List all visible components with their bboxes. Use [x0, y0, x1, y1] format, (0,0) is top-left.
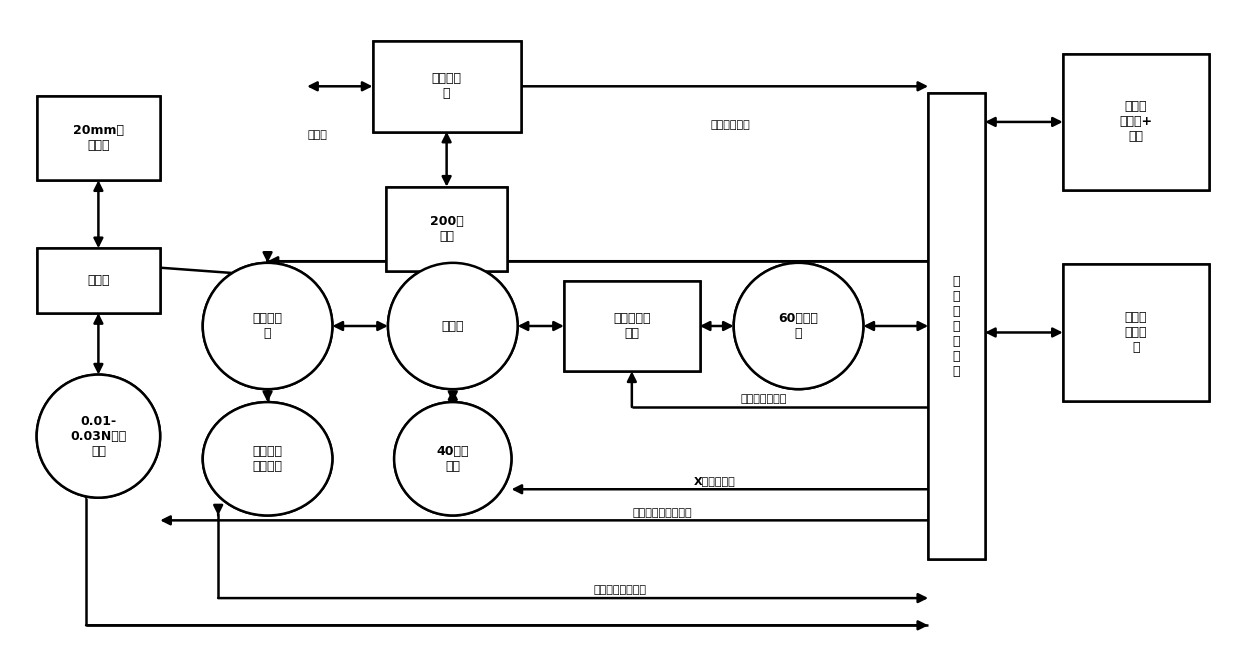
Text: 60同步电
机: 60同步电 机 [778, 312, 819, 340]
FancyBboxPatch shape [37, 96, 160, 180]
Text: 无人机
飞控状
态: 无人机 飞控状 态 [1125, 311, 1147, 354]
Text: 张力传感
器: 张力传感 器 [431, 72, 462, 100]
Text: 放线盘: 放线盘 [441, 319, 465, 333]
FancyBboxPatch shape [564, 280, 700, 372]
Text: 200米
线缆: 200米 线缆 [430, 215, 463, 243]
Ellipse shape [388, 263, 518, 389]
Text: 阻尼器力矩控制信号: 阻尼器力矩控制信号 [633, 507, 693, 518]
FancyBboxPatch shape [387, 186, 507, 271]
Ellipse shape [394, 402, 512, 516]
Ellipse shape [394, 402, 512, 516]
Text: 变速箱: 变速箱 [87, 274, 109, 287]
Ellipse shape [37, 375, 160, 497]
Ellipse shape [203, 402, 332, 516]
Text: 0.01-
0.03N直流
阻尼: 0.01- 0.03N直流 阻尼 [71, 415, 126, 458]
Text: 200米
线缆: 200米 线缆 [430, 215, 463, 243]
Ellipse shape [203, 263, 332, 389]
Text: 光电传感
器: 光电传感 器 [253, 312, 282, 340]
FancyBboxPatch shape [1063, 54, 1208, 190]
Text: 无人机
气压计+
激光: 无人机 气压计+ 激光 [1119, 100, 1152, 143]
FancyBboxPatch shape [1063, 54, 1208, 190]
Text: 张力传感
器: 张力传感 器 [431, 72, 462, 100]
FancyBboxPatch shape [373, 41, 520, 132]
Text: 20mm单
向轴承: 20mm单 向轴承 [73, 124, 124, 152]
FancyBboxPatch shape [564, 280, 700, 372]
Ellipse shape [37, 375, 160, 497]
Text: 40同步
电机: 40同步 电机 [436, 445, 470, 473]
FancyBboxPatch shape [928, 93, 985, 559]
FancyBboxPatch shape [928, 93, 985, 559]
Text: 左右限位光电开关: 左右限位光电开关 [593, 585, 646, 595]
FancyBboxPatch shape [1063, 265, 1208, 400]
Text: 无人机
气压计+
激光: 无人机 气压计+ 激光 [1119, 100, 1152, 143]
Text: 左右位置
光传感器: 左右位置 光传感器 [253, 445, 282, 473]
Text: 左右位置
光传感器: 左右位置 光传感器 [253, 445, 282, 473]
FancyBboxPatch shape [37, 248, 160, 313]
FancyBboxPatch shape [387, 186, 507, 271]
Ellipse shape [733, 263, 864, 389]
Text: 出线口: 出线口 [307, 130, 327, 140]
Text: 驱
动
及
控
制
电
路: 驱 动 及 控 制 电 路 [953, 274, 960, 378]
Ellipse shape [203, 402, 332, 516]
Text: 60同步电
机: 60同步电 机 [778, 312, 819, 340]
Text: 直流电控离
合器: 直流电控离 合器 [613, 312, 650, 340]
Text: 直流电控离
合器: 直流电控离 合器 [613, 312, 650, 340]
Text: X轴位移控制: X轴位移控制 [694, 477, 736, 486]
Text: 光电传感
器: 光电传感 器 [253, 312, 282, 340]
FancyBboxPatch shape [37, 248, 160, 313]
Text: 变速箱: 变速箱 [87, 274, 109, 287]
Text: 40同步
电机: 40同步 电机 [436, 445, 470, 473]
Text: 0.01-
0.03N直流
阻尼: 0.01- 0.03N直流 阻尼 [71, 415, 126, 458]
Ellipse shape [733, 263, 864, 389]
FancyBboxPatch shape [37, 96, 160, 180]
Text: 无人机
飞控状
态: 无人机 飞控状 态 [1125, 311, 1147, 354]
Text: 驱
动
及
控
制
电
路: 驱 动 及 控 制 电 路 [953, 274, 960, 378]
FancyBboxPatch shape [1063, 265, 1208, 400]
Text: 放线盘: 放线盘 [441, 319, 465, 333]
Text: 离合器控制信号: 离合器控制信号 [741, 394, 787, 404]
Text: 线缆压力采样: 线缆压力采样 [711, 120, 751, 130]
Text: 20mm单
向轴承: 20mm单 向轴承 [73, 124, 124, 152]
Ellipse shape [203, 263, 332, 389]
FancyBboxPatch shape [373, 41, 520, 132]
Ellipse shape [388, 263, 518, 389]
